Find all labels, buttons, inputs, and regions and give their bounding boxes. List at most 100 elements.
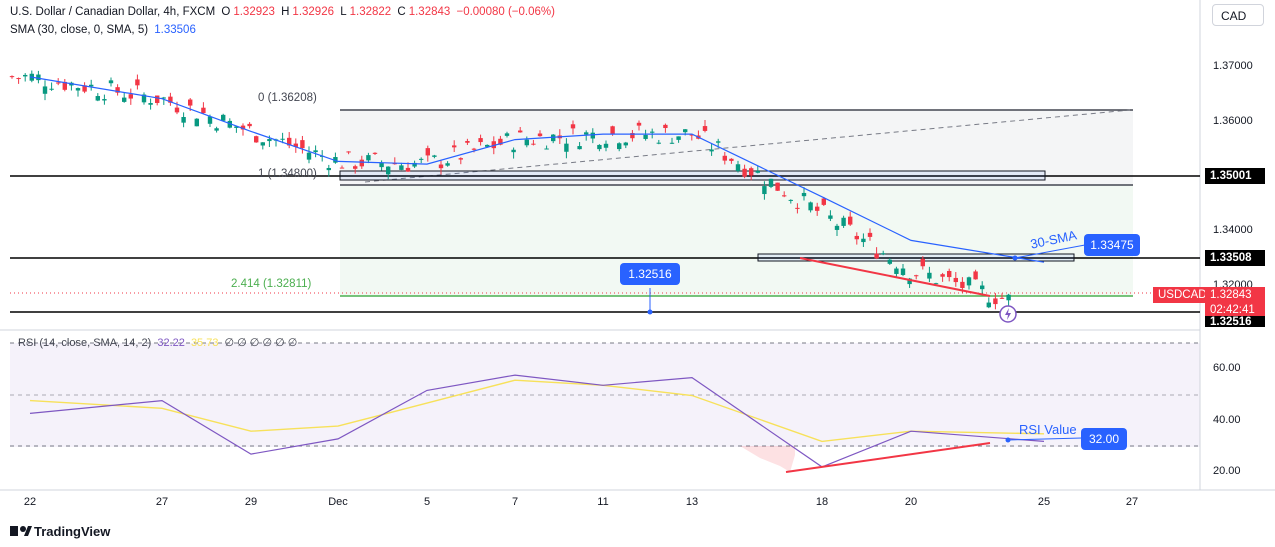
usdcad-price-tag: 1.32843 (1205, 287, 1265, 303)
candle-body (346, 151, 351, 153)
candle-body (465, 140, 470, 143)
candle-body (359, 159, 364, 167)
rsi-tick: 40.00 (1213, 414, 1241, 426)
candle-body (56, 82, 61, 84)
candle-body (643, 134, 648, 139)
candle-body (749, 168, 754, 176)
candle-body (775, 182, 780, 191)
sma-legend-label: SMA (30, close, 0, SMA, 5) (10, 24, 149, 36)
time-tick: 5 (423, 496, 431, 508)
candle-body (9, 76, 15, 78)
rsi-oversold-fill (740, 446, 795, 472)
candle-body (425, 148, 430, 156)
candle-body (801, 192, 807, 197)
open-label: O (221, 6, 231, 18)
candle-body (62, 81, 67, 90)
candle-body (42, 86, 48, 94)
candle-body (953, 277, 958, 283)
candle-body (108, 80, 114, 84)
price-tick: 1.34000 (1213, 224, 1253, 236)
rsi-sma-legend-value: 35.73 (190, 337, 219, 349)
candle-body (663, 124, 668, 129)
sma-legend[interactable]: SMA (30, close, 0, SMA, 5) 1.33506 (10, 24, 199, 36)
lightning-glyph (1005, 308, 1011, 320)
candle-body (900, 268, 906, 275)
countdown-tag: 02:42:41 (1205, 302, 1265, 318)
rsi-legend-label: RSI (14, close, SMA, 14, 2) (18, 337, 152, 349)
zone-rect-35001[interactable] (339, 170, 1046, 181)
candle-body (762, 186, 767, 195)
candle-body (920, 258, 925, 267)
price-tag-33508: 1.33508 (1205, 250, 1265, 266)
rsi-legend[interactable]: RSI (14, close, SMA, 14, 2) 32.22 35.73 … (18, 336, 300, 349)
candle-body (36, 74, 41, 81)
candle-body (188, 99, 193, 106)
price-panel[interactable] (0, 0, 1200, 330)
fib-label-1: 1 (1.34800) (258, 168, 317, 180)
rsi-callout-connector (1007, 437, 1083, 441)
sma-callout[interactable]: 1.33475 (1084, 234, 1140, 256)
candle-body (254, 136, 259, 143)
fib-label-2414: 2.414 (1.32811) (231, 278, 312, 290)
candle-body (986, 302, 991, 308)
sma-30-line (29, 76, 1045, 263)
candle-body (326, 167, 331, 171)
candle-body (907, 278, 912, 285)
candle-body (564, 143, 569, 152)
candle-body (141, 94, 147, 103)
candle-body (887, 259, 892, 264)
candle-body (16, 78, 21, 80)
candle-body (524, 139, 529, 146)
candle-body (148, 103, 153, 105)
candle-body (603, 143, 609, 148)
candle-body (636, 122, 642, 126)
high-value: 1.32926 (292, 6, 334, 18)
candle-body (854, 235, 859, 240)
candle-body (214, 128, 219, 131)
sma-legend-value: 1.33506 (154, 24, 196, 36)
candle-body (207, 116, 213, 124)
zone-rect-33508[interactable] (757, 253, 1075, 262)
candle-body (881, 253, 886, 255)
candle-body (999, 297, 1005, 299)
candle-body (828, 215, 833, 219)
rsi-callout[interactable]: 32.00 (1081, 428, 1127, 450)
price-callout[interactable]: 1.32516 (620, 263, 680, 285)
candle-body (135, 79, 140, 86)
candle-body (49, 88, 54, 90)
symbol-legend[interactable]: U.S. Dollar / Canadian Dollar, 4h, FXCM … (10, 6, 558, 18)
candle-body (366, 155, 371, 161)
tradingview-brand[interactable]: TradingView (34, 524, 110, 539)
sma-callout-dot (1012, 255, 1018, 261)
candle-body (75, 88, 81, 91)
candle-body (551, 134, 556, 142)
candle-body (293, 143, 298, 147)
candle-body (867, 232, 873, 237)
candle-body (702, 126, 708, 131)
candle-body (815, 206, 820, 211)
currency-button[interactable]: CAD (1212, 4, 1264, 26)
candle-body (174, 107, 180, 113)
candle-body (973, 271, 978, 280)
open-value: 1.32923 (233, 6, 275, 18)
rsi-divergence-line (785, 442, 991, 473)
candle-body (23, 74, 28, 77)
candle-body (709, 149, 714, 152)
candle-body (478, 138, 483, 143)
candle-body (267, 139, 272, 142)
candle-body (755, 171, 760, 173)
candle-body (240, 125, 246, 130)
candle-body (491, 141, 496, 149)
fib-trend-line (364, 109, 1131, 183)
candle-body (722, 155, 727, 161)
candle-body (438, 164, 444, 169)
candle-body (933, 283, 939, 285)
candle-body (1006, 294, 1011, 301)
candle-body (498, 138, 503, 145)
price-tag-32516: 1.32516 (1205, 316, 1265, 327)
candle-body (544, 148, 549, 150)
price-tag-35001: 1.35001 (1205, 168, 1265, 184)
fib-zone-lower (340, 185, 1133, 296)
candle-body (584, 132, 589, 135)
